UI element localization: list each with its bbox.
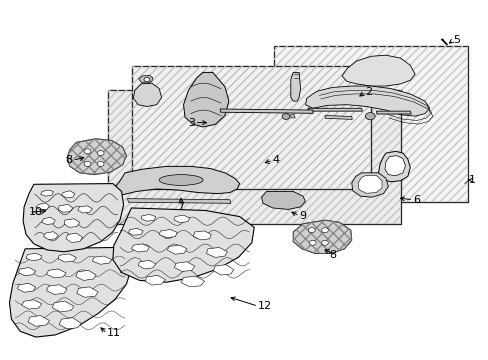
- Polygon shape: [9, 247, 131, 337]
- Circle shape: [84, 161, 91, 166]
- Polygon shape: [273, 45, 467, 202]
- Polygon shape: [375, 111, 410, 114]
- Polygon shape: [108, 90, 400, 224]
- Polygon shape: [220, 109, 313, 113]
- Polygon shape: [206, 247, 227, 257]
- Polygon shape: [145, 275, 165, 285]
- Polygon shape: [52, 301, 74, 312]
- Polygon shape: [167, 245, 186, 254]
- Circle shape: [309, 240, 316, 245]
- Polygon shape: [261, 192, 305, 210]
- Polygon shape: [325, 116, 351, 120]
- Text: 3: 3: [187, 118, 194, 128]
- Polygon shape: [46, 269, 66, 278]
- Circle shape: [321, 240, 328, 245]
- Polygon shape: [78, 206, 92, 213]
- Polygon shape: [41, 217, 55, 225]
- Circle shape: [97, 161, 104, 166]
- Polygon shape: [46, 285, 67, 294]
- Polygon shape: [58, 254, 76, 262]
- Polygon shape: [357, 175, 381, 193]
- Text: 5: 5: [452, 35, 459, 45]
- Text: 6: 6: [412, 195, 419, 205]
- Text: 2: 2: [365, 87, 372, 97]
- Polygon shape: [181, 276, 204, 287]
- Polygon shape: [290, 72, 300, 101]
- Polygon shape: [21, 300, 41, 309]
- Polygon shape: [26, 253, 42, 261]
- Polygon shape: [67, 139, 126, 175]
- Circle shape: [144, 77, 150, 82]
- Ellipse shape: [159, 175, 203, 185]
- Polygon shape: [193, 231, 211, 240]
- Text: 8: 8: [65, 155, 73, 165]
- Polygon shape: [64, 219, 80, 227]
- Polygon shape: [92, 256, 112, 264]
- Text: 8: 8: [328, 250, 335, 260]
- Polygon shape: [183, 72, 228, 127]
- Text: 7: 7: [177, 202, 184, 212]
- Circle shape: [365, 113, 374, 120]
- Polygon shape: [77, 287, 98, 297]
- Polygon shape: [293, 220, 351, 253]
- Polygon shape: [28, 316, 49, 326]
- Text: 11: 11: [107, 328, 121, 338]
- Polygon shape: [41, 190, 53, 196]
- Polygon shape: [159, 229, 177, 238]
- Polygon shape: [174, 262, 194, 271]
- Polygon shape: [132, 66, 370, 189]
- Polygon shape: [139, 75, 153, 83]
- Polygon shape: [59, 318, 81, 329]
- Text: 4: 4: [272, 155, 279, 165]
- Polygon shape: [133, 83, 161, 107]
- Circle shape: [308, 228, 315, 233]
- Polygon shape: [213, 265, 233, 275]
- Polygon shape: [173, 215, 189, 223]
- Polygon shape: [58, 204, 73, 212]
- Polygon shape: [307, 108, 362, 111]
- Polygon shape: [141, 215, 156, 221]
- Polygon shape: [341, 55, 414, 86]
- Polygon shape: [131, 244, 149, 252]
- Polygon shape: [384, 156, 405, 176]
- Polygon shape: [305, 86, 429, 116]
- Polygon shape: [76, 270, 96, 280]
- Polygon shape: [138, 260, 156, 269]
- Polygon shape: [61, 191, 75, 198]
- Polygon shape: [66, 233, 82, 242]
- Text: 12: 12: [258, 301, 272, 311]
- Text: 9: 9: [299, 211, 306, 221]
- Polygon shape: [23, 184, 123, 252]
- Polygon shape: [18, 267, 36, 276]
- Polygon shape: [378, 151, 409, 182]
- Circle shape: [97, 150, 104, 156]
- Polygon shape: [112, 166, 239, 198]
- Polygon shape: [36, 203, 49, 210]
- Circle shape: [282, 114, 289, 120]
- Polygon shape: [128, 228, 143, 235]
- Circle shape: [321, 228, 328, 233]
- Polygon shape: [17, 283, 36, 292]
- Polygon shape: [43, 231, 58, 239]
- Text: 10: 10: [29, 207, 43, 217]
- Circle shape: [84, 149, 91, 154]
- Text: 1: 1: [468, 175, 475, 185]
- Polygon shape: [127, 199, 230, 203]
- Polygon shape: [113, 208, 254, 282]
- Polygon shape: [351, 173, 387, 197]
- Polygon shape: [290, 115, 295, 118]
